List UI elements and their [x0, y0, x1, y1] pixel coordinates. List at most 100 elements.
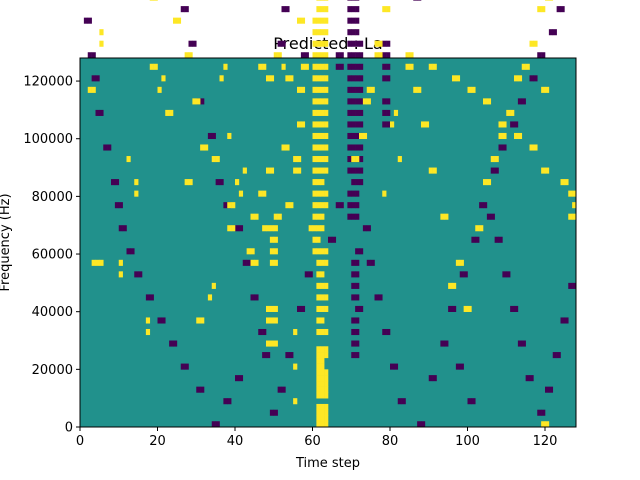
heatmap-cell-high — [324, 6, 329, 13]
heatmap-cell-high — [262, 225, 267, 232]
heatmap-cell-low — [521, 98, 526, 105]
heatmap-cell-low — [355, 282, 360, 289]
heatmap-cell-low — [300, 52, 306, 59]
heatmap-cell-high — [560, 179, 565, 186]
heatmap-cell-high — [312, 132, 317, 140]
heatmap-cell-high — [266, 75, 271, 82]
heatmap-cell-high — [316, 375, 321, 382]
heatmap-cell-high — [91, 86, 96, 93]
heatmap-cell-high — [393, 109, 399, 116]
heatmap-cell-high — [428, 63, 433, 70]
heatmap-cells — [83, 0, 577, 428]
heatmap-cell-low — [355, 75, 360, 82]
heatmap-cell-high — [320, 380, 325, 387]
heatmap-cell-high — [533, 40, 538, 47]
heatmap-cell-high — [316, 357, 321, 364]
heatmap-cell-low — [355, 259, 360, 266]
heatmap-cell-high — [312, 225, 317, 232]
heatmap-cell-low — [490, 213, 495, 220]
heatmap-cell-low — [130, 248, 135, 255]
heatmap-cell-high — [506, 109, 511, 116]
y-axis: 0 20000 40000 60000 80000 100000 120000 — [23, 75, 80, 436]
heatmap-cell-high — [320, 317, 325, 324]
heatmap-cell-high — [250, 248, 255, 255]
heatmap-cell-high — [312, 248, 317, 255]
heatmap-cell-low — [529, 375, 534, 382]
heatmap-cell-high — [273, 248, 278, 255]
heatmap-cell-high — [455, 75, 461, 82]
heatmap-cell-high — [277, 213, 282, 220]
heatmap-cell-high — [320, 109, 325, 116]
heatmap-cell-high — [308, 225, 313, 232]
heatmap-cell-high — [320, 225, 325, 232]
heatmap-cell-low — [556, 6, 561, 13]
heatmap-cell-low — [192, 40, 197, 47]
heatmap-cell-low — [91, 75, 96, 82]
heatmap-cell-high — [421, 121, 426, 128]
heatmap-cell-high — [304, 63, 309, 70]
heatmap-cell-high — [545, 167, 550, 174]
heatmap-cell-low — [169, 340, 174, 347]
heatmap-cell-high — [409, 63, 414, 70]
heatmap-cell-high — [479, 225, 484, 232]
heatmap-cell-high — [324, 403, 329, 411]
heatmap-cell-high — [324, 421, 329, 428]
heatmap-cell-low — [370, 259, 375, 266]
heatmap-cell-high — [320, 369, 325, 376]
heatmap-cell-high — [196, 317, 201, 324]
heatmap-cell-high — [165, 109, 170, 116]
heatmap-cell-high — [320, 415, 325, 422]
heatmap-cell-high — [281, 144, 286, 151]
heatmap-cell-high — [293, 398, 298, 405]
heatmap-cell-high — [448, 282, 453, 289]
heatmap-cell-low — [568, 282, 573, 289]
heatmap-cell-high — [273, 52, 278, 59]
heatmap-cell-high — [277, 52, 282, 59]
heatmap-cell-high — [153, 63, 158, 70]
heatmap-cell-high — [324, 380, 329, 387]
heatmap-cell-low — [382, 52, 387, 59]
heatmap-cell-high — [285, 202, 290, 209]
heatmap-cell-low — [339, 52, 344, 59]
heatmap-cell-low — [246, 259, 251, 266]
heatmap-cell-high — [324, 109, 329, 116]
heatmap-cell-high — [297, 167, 302, 174]
heatmap-cell-low — [347, 17, 352, 24]
heatmap-cell-low — [483, 202, 488, 209]
heatmap-cell-high — [483, 179, 488, 186]
heatmap-cell-low — [351, 271, 356, 278]
heatmap-cell-low — [219, 179, 224, 186]
heatmap-cell-high — [316, 109, 321, 116]
heatmap-cell-high — [545, 86, 550, 93]
heatmap-cell-high — [269, 248, 275, 255]
heatmap-cell-low — [359, 63, 364, 70]
heatmap-cell-low — [359, 156, 364, 163]
heatmap-cell-low — [494, 236, 499, 243]
heatmap-cell-low — [211, 421, 216, 428]
heatmap-cell-low — [351, 340, 356, 347]
heatmap-cell-high — [378, 40, 383, 47]
heatmap-cell-low — [355, 40, 360, 47]
heatmap-cell-low — [347, 52, 352, 59]
heatmap-cell-high — [320, 86, 325, 93]
heatmap-cell-high — [300, 17, 306, 24]
heatmap-cell-high — [250, 259, 255, 266]
heatmap-cell-high — [483, 98, 488, 105]
heatmap-cell-high — [316, 403, 321, 411]
heatmap-cell-low — [347, 202, 352, 209]
heatmap-cell-high — [312, 40, 317, 47]
heatmap-cell-high — [300, 86, 306, 93]
heatmap-cell-low — [91, 52, 96, 59]
heatmap-cell-low — [359, 305, 364, 312]
heatmap-cell-high — [320, 305, 325, 312]
heatmap-cell-high — [235, 179, 240, 186]
heatmap-cell-low — [347, 98, 352, 105]
heatmap-cell-high — [320, 386, 325, 393]
heatmap-cell-low — [355, 328, 360, 336]
heatmap-cell-low — [269, 409, 275, 416]
heatmap-cell-high — [374, 52, 379, 59]
heatmap-cell-high — [320, 294, 325, 301]
heatmap-cell-low — [355, 248, 360, 255]
heatmap-cell-high — [320, 421, 325, 428]
heatmap-cell-low — [444, 340, 449, 347]
